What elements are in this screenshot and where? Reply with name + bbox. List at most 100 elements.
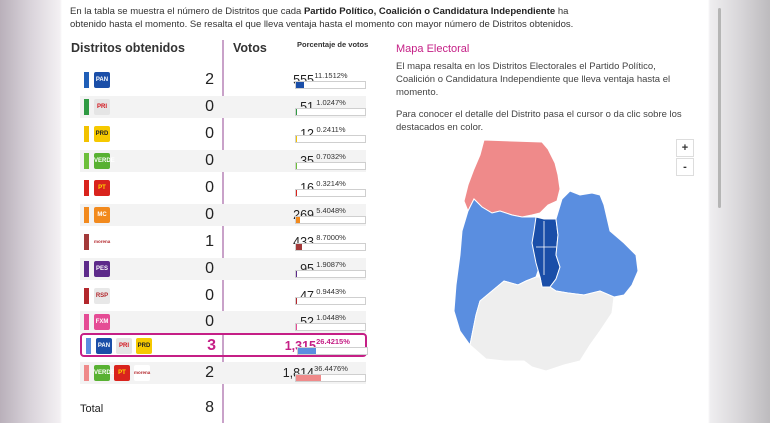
district-east[interactable] — [549, 190, 639, 298]
distritos-value: 3 — [207, 337, 216, 354]
table-row[interactable]: PRI 0 51 1.0247% — [80, 96, 366, 118]
porcentaje-bar — [297, 347, 368, 355]
porcentaje-value: 1.9087% — [316, 260, 346, 269]
map-description: El mapa resalta en los Distritos Elector… — [396, 61, 671, 98]
zoom-in-button[interactable]: + — [676, 139, 694, 157]
party-logo-icon: MC — [94, 207, 110, 223]
table-row[interactable]: morena 1 433 8.7000% — [80, 231, 366, 253]
porcentaje-bar-fill — [296, 271, 298, 277]
porcentaje-value: 1.0247% — [316, 98, 346, 107]
distritos-value: 0 — [205, 98, 214, 115]
party-logo-icon: PRD — [94, 126, 110, 142]
party-logo-icon: FXM — [94, 314, 110, 330]
table-row[interactable]: VERDE PT morena 2 1,814 36.4476% — [80, 362, 366, 384]
distritos-value: 0 — [205, 260, 214, 277]
table-row[interactable]: VERDE 0 35 0.7032% — [80, 150, 366, 172]
party-color-stripe — [84, 153, 89, 169]
porcentaje-value: 36.4476% — [314, 364, 348, 373]
table-row[interactable]: PES 0 95 1.9087% — [80, 258, 366, 280]
distritos-value: 2 — [205, 364, 214, 381]
header-porcentaje: Porcentaje de votos — [297, 40, 369, 49]
party-color-stripe — [84, 126, 89, 142]
porcentaje-bar — [295, 135, 366, 143]
porcentaje-bar — [295, 323, 366, 331]
porcentaje-bar-fill — [296, 375, 322, 381]
porcentaje-bar — [295, 108, 366, 116]
porcentaje-bar — [295, 297, 366, 305]
porcentaje-bar-fill — [296, 190, 298, 196]
table-row[interactable]: PRD 0 12 0.2411% — [80, 123, 366, 145]
porcentaje-bar — [295, 216, 366, 224]
header-votos: Votos — [233, 41, 267, 55]
total-label: Total — [80, 403, 104, 415]
porcentaje-value: 5.4048% — [316, 206, 346, 215]
party-logo-icon: PAN — [94, 72, 110, 88]
porcentaje-value: 0.9443% — [316, 287, 346, 296]
porcentaje-value: 26.4215% — [316, 337, 350, 346]
distritos-value: 0 — [205, 125, 214, 142]
porcentaje-bar — [295, 162, 366, 170]
header-distritos: Distritos obtenidos — [71, 41, 185, 55]
electoral-map — [453, 139, 639, 372]
district-center-line — [536, 221, 556, 275]
porcentaje-bar — [295, 81, 366, 89]
column-divider — [222, 40, 224, 423]
party-logo-icon: RSP — [94, 288, 110, 304]
porcentaje-bar-fill — [296, 244, 302, 250]
distritos-value: 0 — [205, 152, 214, 169]
party-logo-icon: VERDE — [94, 153, 115, 169]
scrollbar[interactable] — [718, 8, 721, 208]
table-row[interactable]: PT 0 16 0.3214% — [80, 177, 366, 199]
party-color-stripe — [84, 365, 89, 381]
porcentaje-value: 0.7032% — [316, 152, 346, 161]
intro-text: En la tabla se muestra el número de Dist… — [70, 6, 574, 30]
map-title: Mapa Electoral — [396, 43, 470, 55]
party-logo-icon: PRI — [116, 338, 132, 354]
porcentaje-bar — [295, 189, 366, 197]
distritos-value: 1 — [205, 233, 214, 250]
party-color-stripe — [84, 180, 89, 196]
table-row[interactable]: RSP 0 47 0.9443% — [80, 285, 366, 307]
party-color-stripe — [84, 314, 89, 330]
table-row[interactable]: FXM 0 52 1.0448% — [80, 311, 366, 333]
distritos-value: 0 — [205, 313, 214, 330]
porcentaje-value: 1.0448% — [316, 313, 346, 322]
zoom-out-button[interactable]: - — [676, 158, 694, 176]
party-logo-icon: PT — [94, 180, 110, 196]
porcentaje-bar-fill — [296, 324, 298, 330]
party-color-stripe — [84, 99, 89, 115]
porcentaje-value: 8.7000% — [316, 233, 346, 242]
party-logo-icon: PRD — [136, 338, 152, 354]
party-color-stripe — [84, 234, 89, 250]
porcentaje-bar-fill — [298, 348, 317, 354]
party-color-stripe — [86, 338, 91, 354]
map-hint: Para conocer el detalle del Distrito pas… — [396, 109, 682, 133]
table-row[interactable]: MC 0 269 5.4048% — [80, 204, 366, 226]
party-color-stripe — [84, 72, 89, 88]
porcentaje-bar-fill — [296, 217, 300, 223]
district-south[interactable] — [469, 276, 615, 372]
distritos-value: 0 — [205, 287, 214, 304]
total-value: 8 — [205, 399, 214, 416]
party-logo-icon: PAN — [96, 338, 112, 354]
porcentaje-bar-fill — [296, 109, 298, 115]
porcentaje-bar-fill — [296, 136, 298, 142]
table-row[interactable]: PAN 2 555 11.1512% — [80, 69, 366, 91]
party-logo-icon: PES — [94, 261, 110, 277]
party-logo-icon: PT — [114, 365, 130, 381]
distritos-value: 2 — [205, 71, 214, 88]
porcentaje-bar-fill — [296, 298, 298, 304]
porcentaje-bar-fill — [296, 82, 304, 88]
table-row-leader[interactable]: PAN PRI PRD 3 1,315 26.4215% — [80, 333, 368, 357]
party-logo-icon: PRI — [94, 99, 110, 115]
porcentaje-value: 0.2411% — [316, 125, 346, 134]
party-color-stripe — [84, 207, 89, 223]
porcentaje-value: 11.1512% — [314, 71, 348, 80]
distritos-value: 0 — [205, 179, 214, 196]
party-color-stripe — [84, 261, 89, 277]
party-logo-icon: morena — [94, 234, 110, 250]
party-logo-icon: VERDE — [94, 365, 115, 381]
porcentaje-value: 0.3214% — [316, 179, 346, 188]
porcentaje-bar — [295, 270, 366, 278]
distritos-value: 0 — [205, 206, 214, 223]
